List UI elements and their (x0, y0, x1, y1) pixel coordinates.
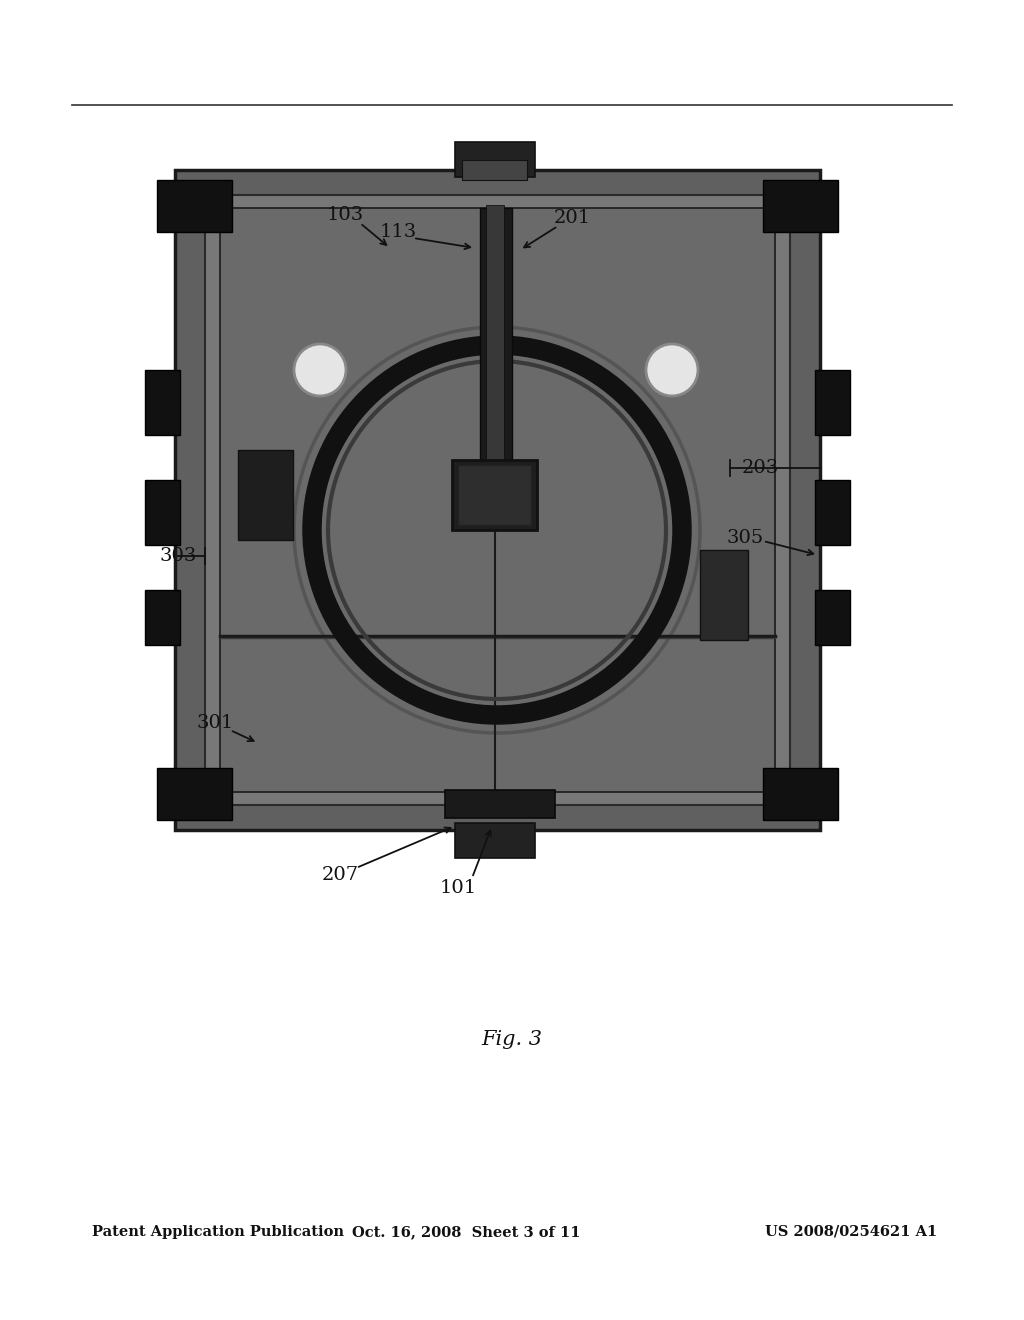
Text: Patent Application Publication: Patent Application Publication (92, 1225, 344, 1239)
Bar (815, 480, 850, 545)
Text: 103: 103 (327, 206, 364, 224)
Text: US 2008/0254621 A1: US 2008/0254621 A1 (765, 1225, 937, 1239)
Text: 303: 303 (160, 546, 197, 565)
Text: 305: 305 (726, 529, 764, 546)
Bar (480, 209, 512, 492)
Circle shape (646, 345, 698, 396)
Bar (458, 465, 531, 525)
Bar (157, 180, 232, 232)
Bar (238, 450, 293, 540)
Bar (763, 180, 838, 232)
Bar (455, 143, 535, 177)
Bar (815, 370, 850, 436)
Circle shape (294, 345, 346, 396)
Text: 203: 203 (741, 459, 778, 477)
Bar (145, 480, 180, 545)
Bar (157, 768, 232, 820)
Text: 101: 101 (439, 879, 476, 898)
Bar (462, 160, 527, 180)
Bar (445, 789, 555, 818)
Bar (205, 195, 790, 805)
Bar (175, 170, 820, 830)
Bar (763, 768, 838, 820)
Bar (220, 209, 775, 792)
Text: Oct. 16, 2008  Sheet 3 of 11: Oct. 16, 2008 Sheet 3 of 11 (351, 1225, 581, 1239)
Bar (452, 459, 537, 531)
Text: 201: 201 (553, 209, 591, 227)
Bar (145, 370, 180, 436)
Text: 301: 301 (197, 714, 233, 733)
Bar (486, 205, 504, 495)
Text: 207: 207 (322, 866, 358, 884)
Text: Fig. 3: Fig. 3 (481, 1030, 543, 1049)
Text: 113: 113 (379, 223, 417, 242)
Bar (815, 590, 850, 645)
Bar (455, 822, 535, 858)
Bar (700, 550, 748, 640)
Bar (145, 590, 180, 645)
